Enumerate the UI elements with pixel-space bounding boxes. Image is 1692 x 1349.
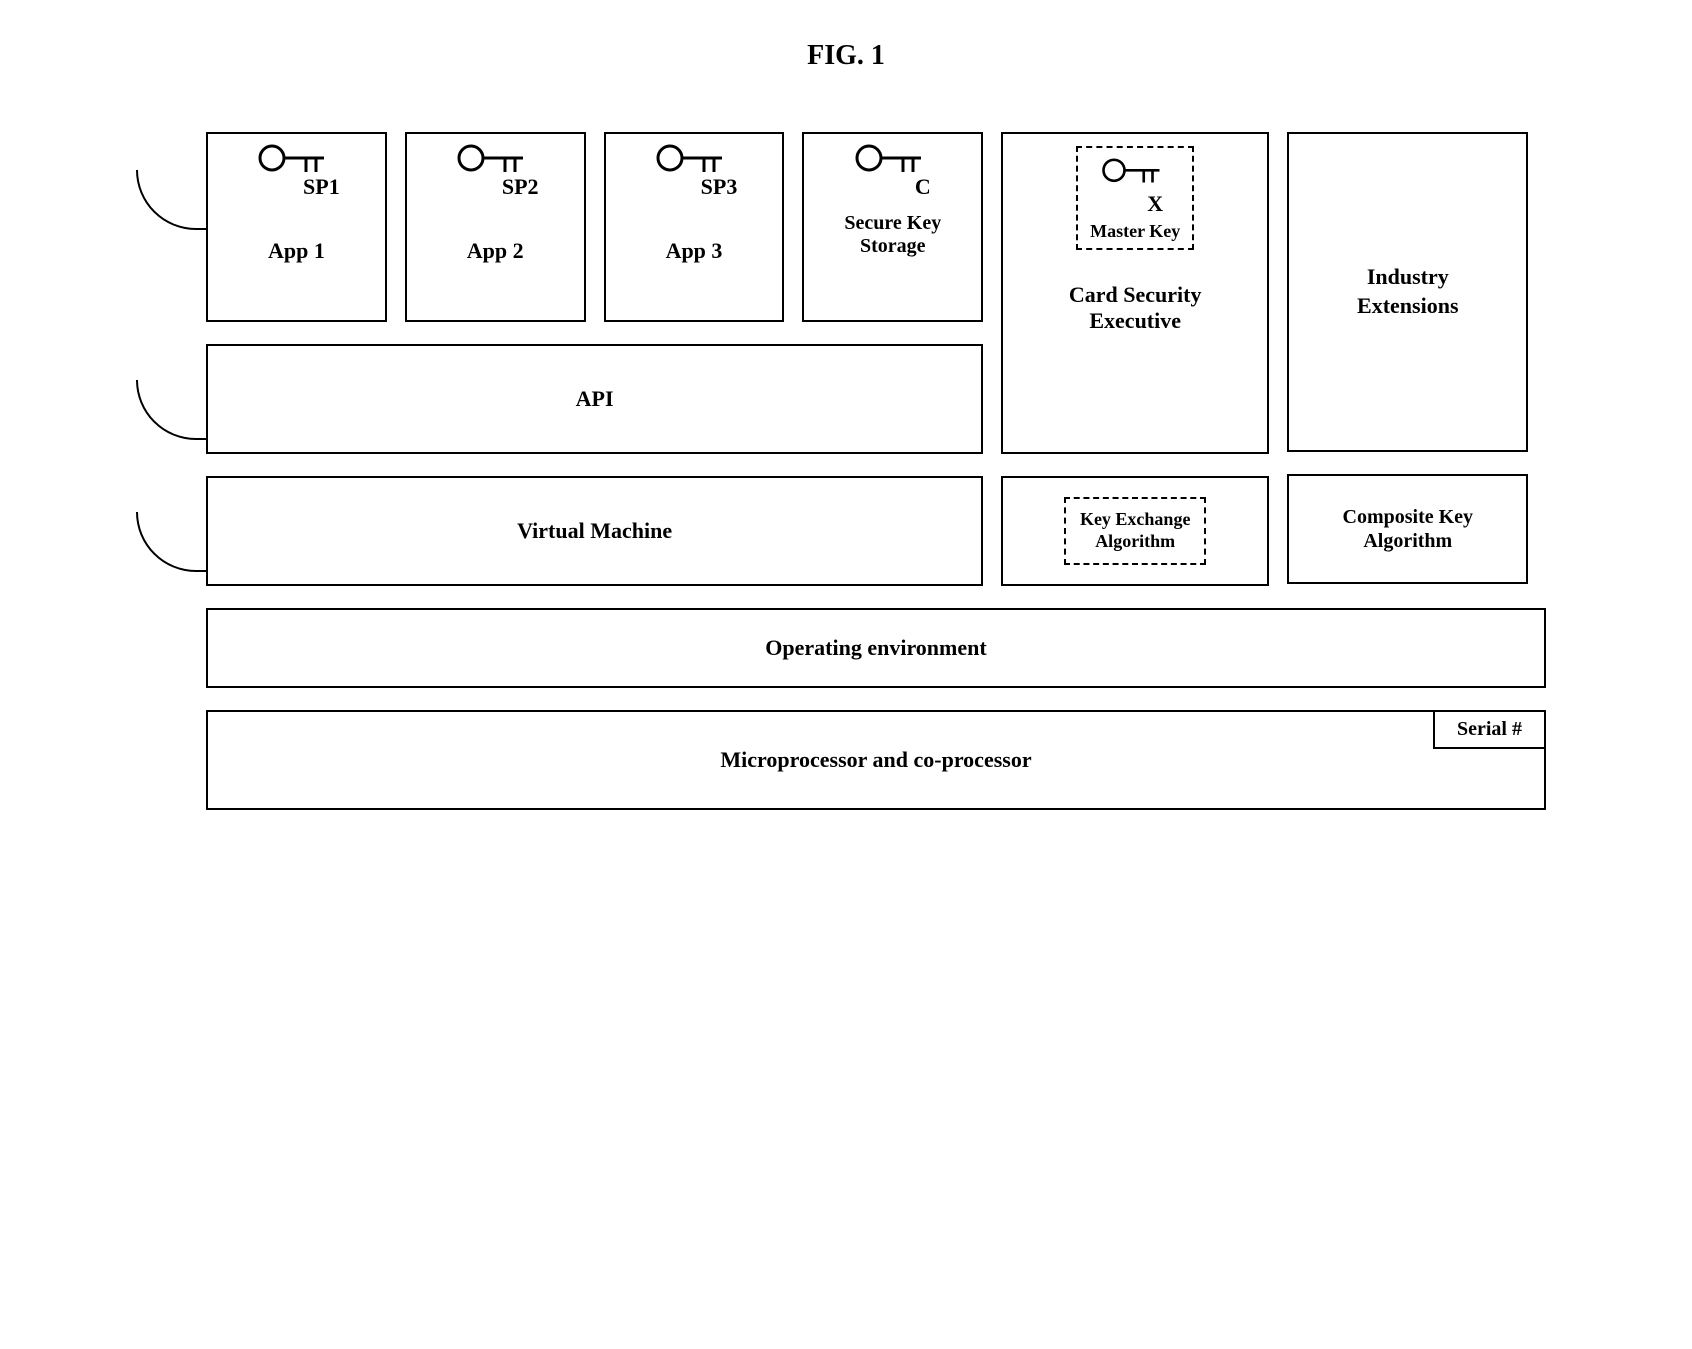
industry-label-2: Extensions (1357, 293, 1458, 318)
apps-row: SP1 App 1 SP2 App 2 (206, 132, 983, 322)
lead-arc-api (136, 380, 206, 440)
app-label: App 2 (467, 238, 524, 264)
figure-title: FIG. 1 (40, 40, 1652, 72)
key-icon (654, 142, 734, 178)
mp-label: Microprocessor and co-processor (720, 747, 1031, 773)
top-section: SP1 App 1 SP2 App 2 (206, 132, 1546, 586)
cka-label-2: Algorithm (1363, 530, 1452, 552)
left-column: SP1 App 1 SP2 App 2 (206, 132, 983, 586)
key-icon (853, 142, 933, 178)
app-box-3: SP3 App 3 (604, 132, 785, 322)
composite-key-algorithm-box: Composite Key Algorithm (1287, 474, 1528, 584)
app-box-2: SP2 App 2 (405, 132, 586, 322)
cka-label-1: Composite Key (1343, 506, 1474, 528)
master-key-symbol: X (1130, 191, 1180, 217)
oe-label: Operating environment (765, 635, 986, 661)
virtual-machine-box: Virtual Machine (206, 476, 983, 586)
microprocessor-box: Microprocessor and co-processor Serial # (206, 710, 1546, 810)
secure-key-storage-box: C Secure Key Storage (802, 132, 983, 322)
key-label: SP1 (303, 174, 340, 200)
api-label: API (576, 386, 614, 412)
key-label: SP3 (701, 174, 738, 200)
key-icon (455, 142, 535, 178)
serial-label: Serial # (1457, 718, 1522, 740)
lead-arc-apps (136, 170, 206, 230)
key-icon (1100, 156, 1170, 188)
app-label: App 1 (268, 238, 325, 264)
key-exchange-inner: Key Exchange Algorithm (1064, 497, 1207, 564)
key-exchange-algorithm-box: Key Exchange Algorithm (1001, 476, 1269, 586)
operating-environment-box: Operating environment (206, 608, 1546, 688)
industry-label-1: Industry (1367, 264, 1449, 289)
master-key-label: Master Key (1090, 221, 1180, 242)
industry-extensions-box: Industry Extensions (1287, 132, 1528, 452)
lead-arc-vm (136, 512, 206, 572)
app-box-1: SP1 App 1 (206, 132, 387, 322)
cse-label: Card Security Executive (1069, 282, 1202, 335)
api-box: API (206, 344, 983, 454)
middle-column: X Master Key Card Security Executive Key… (1001, 132, 1269, 586)
key-label: C (915, 174, 931, 200)
right-column: Industry Extensions Composite Key Algori… (1287, 132, 1528, 586)
card-security-executive-box: X Master Key Card Security Executive (1001, 132, 1269, 454)
app-label: App 3 (666, 238, 723, 264)
key-icon (256, 142, 336, 178)
serial-box: Serial # (1433, 710, 1546, 749)
vm-label: Virtual Machine (517, 518, 672, 544)
key-label: SP2 (502, 174, 539, 200)
master-key-wrap: X Master Key (1076, 146, 1194, 250)
diagram-container: SP1 App 1 SP2 App 2 (146, 132, 1546, 810)
secure-key-label-2: Storage (860, 235, 926, 258)
secure-key-label-1: Secure Key (844, 212, 941, 235)
